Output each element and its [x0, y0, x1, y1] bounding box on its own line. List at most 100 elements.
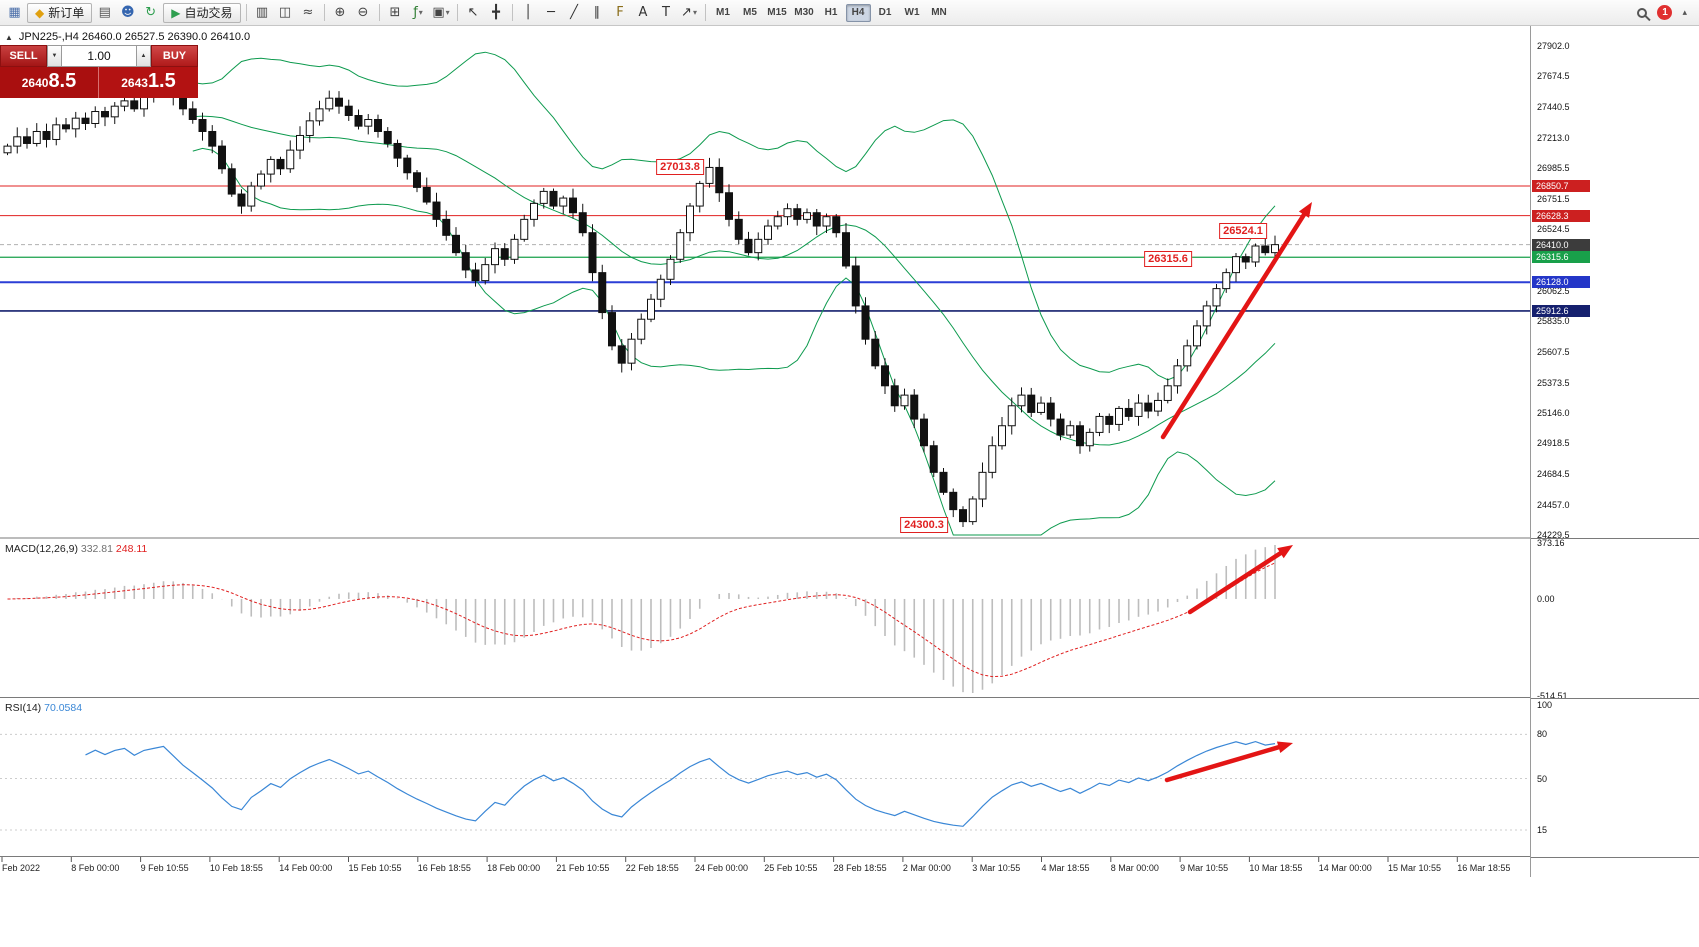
- cursor-icon[interactable]: ↖: [463, 3, 484, 23]
- timeframe-m1-button[interactable]: M1: [716, 7, 730, 18]
- dropdown-caret-icon[interactable]: ▾: [445, 8, 450, 17]
- bar-chart-icon[interactable]: ▥: [252, 3, 273, 23]
- timeframe-h4-button[interactable]: H4: [845, 3, 871, 22]
- timeframe-m15-button[interactable]: M15: [767, 7, 787, 18]
- toolbar-collapse-icon[interactable]: ▴: [1682, 7, 1687, 17]
- zoom-out-icon[interactable]: ⊖: [353, 3, 374, 23]
- toolbar-right: 1 ▴: [1637, 5, 1695, 20]
- trend-arrow-macd[interactable]: [1187, 548, 1287, 615]
- timeframe-m30-button[interactable]: M30: [794, 7, 814, 18]
- autotrading-button-label: 自动交易: [184, 6, 233, 20]
- zoom-out-icon-glyph: ⊖: [357, 5, 369, 20]
- label-icon-glyph: T: [662, 5, 670, 20]
- terminal-icon-glyph: ▦: [8, 5, 21, 20]
- time-axis-label: 16 Mar 18:55: [1457, 863, 1511, 873]
- time-axis: Feb 2022 8 Feb 00:00 9 Feb 10:55 10 Feb 18:…: [0, 859, 1531, 876]
- bar-chart-icon-glyph: ▥: [255, 5, 269, 20]
- price-axis-label: 26751.5: [1537, 194, 1570, 205]
- macd-label: MACD(12,26,9) 332.81 248.11: [5, 543, 147, 555]
- toolbar-separator: [511, 4, 513, 21]
- notifications-badge[interactable]: 1: [1657, 5, 1673, 20]
- volume-increase-button[interactable]: ▲: [136, 45, 151, 67]
- new-order-button[interactable]: ◆ 新订单: [27, 2, 93, 23]
- price-axis-label: 24684.5: [1537, 469, 1570, 480]
- fibonacci-icon[interactable]: F: [610, 3, 631, 23]
- dropdown-caret-icon[interactable]: ▾: [418, 8, 423, 17]
- trend-arrow-main[interactable]: [1160, 208, 1309, 440]
- volume-input[interactable]: [62, 45, 136, 67]
- cursor-icon-glyph: ↖: [467, 5, 479, 20]
- time-axis-label: 14 Feb 00:00: [279, 863, 333, 873]
- arrows-icon-glyph: ↗: [681, 5, 692, 20]
- profile-icon-glyph: ☻: [120, 5, 135, 20]
- horizontal-line-icon[interactable]: ─: [541, 3, 562, 23]
- macd-histogram: [16, 545, 1276, 693]
- sell-button[interactable]: SELL: [0, 45, 47, 67]
- crosshair-icon[interactable]: ╋: [486, 3, 507, 23]
- price-axis-label: 24229.5: [1537, 530, 1570, 540]
- time-axis-label: 10 Mar 18:55: [1249, 863, 1303, 873]
- arrows-icon[interactable]: ↗ ▾: [679, 3, 700, 23]
- channel-icon-glyph: ∥: [593, 5, 601, 20]
- trend-arrow-rsi[interactable]: [1164, 743, 1286, 783]
- price-axis-label: 24457.0: [1537, 499, 1570, 510]
- macd-signal-value: 248.11: [115, 543, 148, 555]
- autotrading-button[interactable]: ▶ 自动交易: [163, 2, 241, 23]
- time-axis-label: 10 Feb 18:55: [209, 863, 263, 873]
- rsi-axis-label: 100: [1537, 700, 1553, 710]
- price-axis-label: 25607.5: [1537, 346, 1570, 357]
- templates-icon[interactable]: ▣ ▾: [431, 3, 452, 23]
- sell-price-big-digits: 8.5: [48, 70, 77, 92]
- rsi-axis-label: 80: [1537, 729, 1548, 740]
- tile-windows-icon-glyph: ⊞: [389, 5, 401, 20]
- channel-icon[interactable]: ∥: [587, 3, 608, 23]
- symbol-ohlc-text: JPN225-,H4 26460.0 26527.5 26390.0 26410…: [18, 31, 251, 43]
- level-lines: [0, 185, 1530, 312]
- buy-price-display[interactable]: 2643 1.5: [99, 67, 198, 98]
- profile-icon[interactable]: ☻: [117, 3, 138, 23]
- axis-separator: [1531, 538, 1699, 539]
- tile-windows-icon[interactable]: ⊞: [385, 3, 406, 23]
- volume-decrease-button[interactable]: ▼: [47, 45, 62, 67]
- price-axis-label: 26062.5: [1537, 285, 1570, 296]
- time-axis-label: 8 Mar 00:00: [1110, 863, 1159, 873]
- macd-axis-label: 373.16: [1537, 538, 1565, 548]
- vertical-line-icon[interactable]: │: [518, 3, 539, 23]
- timeframe-w1-button[interactable]: W1: [904, 7, 920, 18]
- indicators-icon[interactable]: ƒ ▾: [408, 3, 429, 23]
- timeframe-mn-button[interactable]: MN: [931, 7, 947, 18]
- one-click-collapse-icon[interactable]: ▲: [5, 32, 13, 42]
- time-axis-label: 14 Mar 00:00: [1318, 863, 1372, 873]
- price-axis-label: 27674.5: [1537, 71, 1570, 82]
- timeframe-m5-button[interactable]: M5: [743, 7, 757, 18]
- buy-price-big-digits: 1.5: [147, 70, 176, 92]
- time-axis-label: 21 Feb 10:55: [556, 863, 610, 873]
- timeframe-h1-button[interactable]: H1: [824, 7, 838, 18]
- dropdown-caret-icon[interactable]: ▾: [692, 8, 697, 17]
- line-chart-icon[interactable]: ≈: [298, 3, 319, 23]
- time-axis-label: 8 Feb 00:00: [71, 863, 120, 873]
- scripts-icon[interactable]: ↻: [140, 3, 161, 23]
- text-icon[interactable]: A: [633, 3, 654, 23]
- time-axis-label: Feb 2022: [2, 863, 41, 873]
- search-icon[interactable]: [1637, 7, 1648, 18]
- charts-icon[interactable]: ▤: [94, 3, 115, 23]
- trade-panel-controls: SELL ▼ ▲ BUY: [0, 45, 198, 67]
- rsi-line: [85, 740, 1276, 827]
- zoom-in-icon[interactable]: ⊕: [330, 3, 351, 23]
- price-tag-26410.0: 26410.0: [1532, 238, 1590, 251]
- candlestick-chart-icon[interactable]: ◫: [275, 3, 296, 23]
- price-axis: 27902.0 27674.5 27440.5 27213.0 26985.5 26751…: [1531, 26, 1699, 877]
- sell-price-display[interactable]: 2640 8.5: [0, 67, 99, 98]
- buy-price-prefix: 2643: [121, 76, 148, 90]
- timeframe-d1-button[interactable]: D1: [878, 7, 892, 18]
- label-icon[interactable]: T: [656, 3, 677, 23]
- chart-canvas[interactable]: [0, 26, 1531, 877]
- terminal-icon[interactable]: ▦: [4, 3, 25, 23]
- trendline-icon[interactable]: ╱: [564, 3, 585, 23]
- bollinger-lower-band: [192, 147, 1276, 536]
- line-chart-icon-glyph: ≈: [302, 5, 314, 20]
- buy-button[interactable]: BUY: [151, 45, 198, 67]
- toolbar: ▦ ◆ 新订单 ▤ ☻ ↻ ▶ 自动交易 ▥ ◫ ≈ ⊕ ⊖ ⊞ ƒ ▾ ▣ ▾ ↖ ╋ │ ─ ╱ ∥ F A T ↗ ▾ M1 M5 M1…: [0, 0, 1699, 26]
- time-axis-label: 3 Mar 10:55: [972, 863, 1021, 873]
